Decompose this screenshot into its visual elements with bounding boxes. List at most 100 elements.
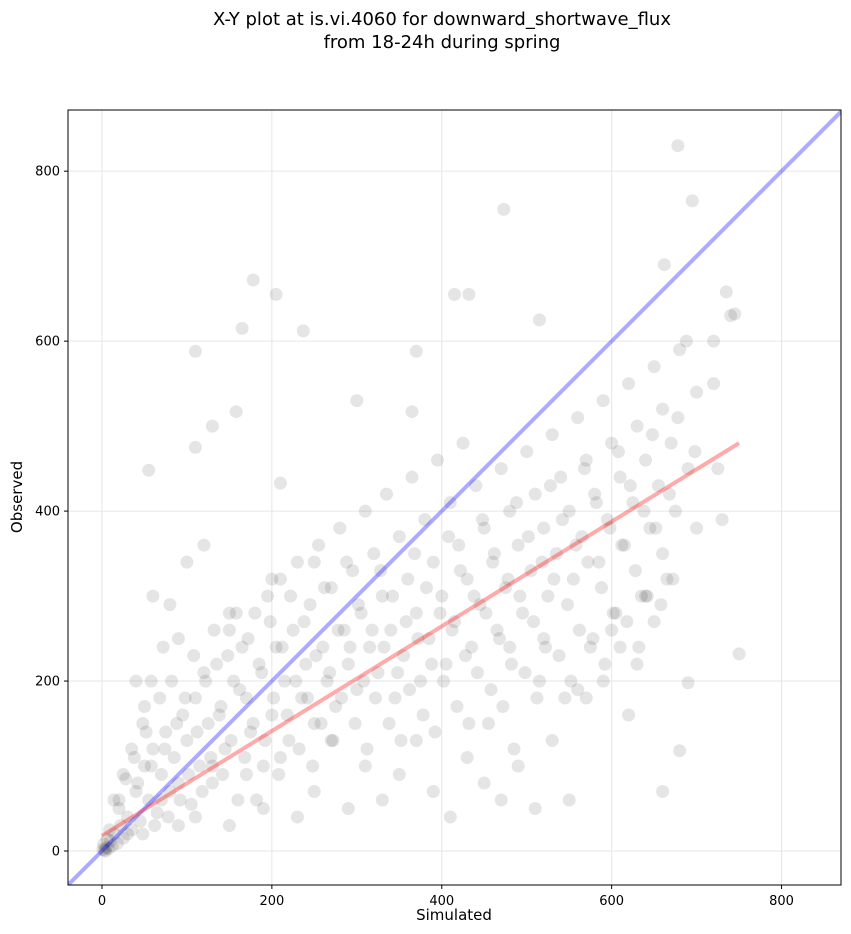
data-point (544, 479, 557, 493)
data-point (324, 581, 338, 595)
data-point (622, 377, 636, 391)
data-point (265, 572, 279, 586)
data-point (195, 785, 209, 798)
data-point (163, 785, 177, 798)
data-point (102, 842, 116, 855)
regression-fit-line (100, 441, 741, 838)
data-point (501, 572, 515, 586)
data-point (494, 793, 508, 807)
data-point (309, 649, 323, 663)
data-point (527, 615, 540, 629)
data-point (278, 674, 292, 688)
data-point (513, 589, 527, 603)
data-point (167, 751, 181, 764)
data-point (639, 453, 653, 467)
data-point (409, 606, 423, 620)
data-point (284, 589, 298, 603)
data-point (564, 674, 578, 688)
data-point (188, 691, 202, 705)
data-point (250, 793, 264, 807)
data-point (671, 411, 685, 425)
data-point (341, 802, 355, 815)
data-point (581, 555, 595, 569)
data-point (532, 674, 546, 688)
data-point (530, 691, 544, 705)
data-point (405, 405, 419, 419)
data-point (431, 453, 444, 467)
data-point (290, 555, 304, 569)
data-point (153, 691, 167, 705)
data-point (333, 521, 347, 535)
data-point (246, 717, 260, 730)
data-point (628, 564, 642, 578)
data-point (418, 513, 432, 527)
data-point (634, 589, 648, 603)
data-point (231, 793, 245, 807)
data-point (272, 768, 286, 781)
data-point (238, 751, 252, 764)
data-point (229, 405, 243, 419)
data-point (596, 394, 610, 408)
data-point (445, 623, 459, 637)
data-point (331, 623, 345, 637)
data-point (645, 428, 659, 442)
data-point (392, 530, 406, 544)
data-point (108, 827, 122, 841)
data-point (297, 615, 311, 629)
data-point (630, 419, 644, 433)
data-point (275, 640, 289, 654)
data-point (613, 470, 627, 484)
data-point (340, 555, 354, 569)
data-point (350, 394, 364, 408)
data-points (96, 139, 746, 858)
data-point (127, 751, 141, 764)
data-point (280, 708, 294, 722)
data-point (462, 287, 476, 301)
data-point (358, 504, 372, 518)
data-point (433, 606, 447, 620)
data-point (98, 843, 111, 857)
data-point (116, 768, 130, 781)
data-point (170, 717, 184, 730)
data-point (428, 725, 442, 739)
data-point (476, 513, 489, 527)
data-point (657, 258, 671, 272)
data-point (538, 640, 552, 654)
data-point (269, 640, 283, 654)
data-point (403, 683, 416, 697)
data-point (188, 344, 202, 358)
data-point (165, 674, 179, 688)
data-point (133, 814, 147, 828)
data-point (637, 504, 651, 518)
data-point (679, 334, 693, 348)
data-point (719, 285, 733, 299)
data-point (369, 691, 382, 705)
data-point (107, 793, 121, 807)
data-point (666, 572, 680, 586)
data-point (552, 649, 566, 663)
data-point (375, 589, 389, 603)
data-point (562, 504, 576, 518)
data-point (575, 530, 589, 544)
y-axis-label: Observed (8, 461, 26, 533)
data-point (354, 606, 368, 620)
data-point (180, 555, 194, 569)
data-point (138, 759, 151, 773)
data-point (521, 530, 535, 544)
data-point (348, 717, 362, 730)
data-point (524, 564, 538, 578)
data-point (125, 742, 139, 756)
data-point (487, 547, 501, 561)
data-point (442, 530, 456, 544)
data-point (656, 402, 670, 416)
data-point (96, 842, 110, 856)
data-point (352, 598, 365, 612)
data-point (197, 666, 211, 680)
data-point (613, 640, 627, 654)
data-point (715, 513, 729, 527)
data-point (662, 487, 676, 501)
data-point (205, 419, 219, 433)
x-axis-ticks: 0 200 400 600 800 (98, 885, 794, 909)
data-point (494, 462, 508, 476)
